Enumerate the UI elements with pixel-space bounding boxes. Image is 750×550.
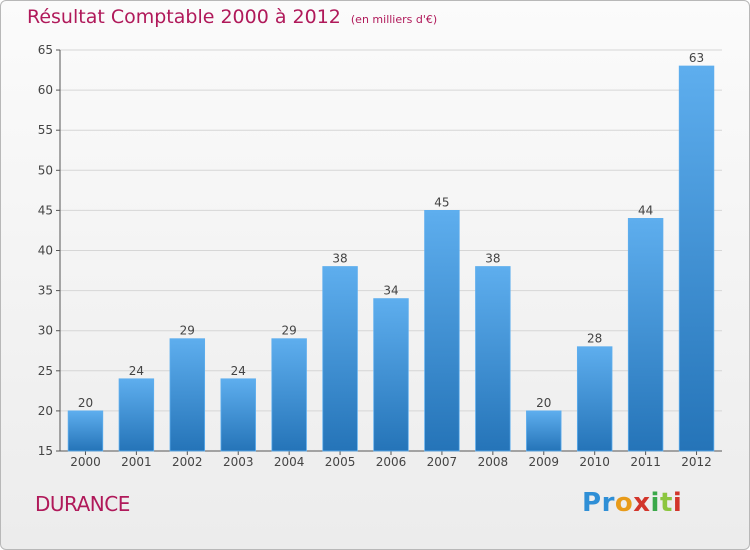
y-tick-label: 20 — [38, 404, 53, 418]
chart-unit-text: (en milliers d'€) — [350, 13, 438, 26]
axes: 15 20 25 30 35 40 45 50 55 60 65 2000 2001 2002 2003 20… — [38, 43, 722, 469]
x-tick-label: 2012 — [681, 455, 712, 469]
y-tick-label: 50 — [38, 163, 53, 177]
bar-2009 — [526, 410, 562, 452]
x-tick-label: 2008 — [478, 455, 509, 469]
data-label-2002: 29 — [180, 324, 195, 338]
y-tick-label: 15 — [38, 444, 53, 458]
logo-letter: i — [650, 488, 660, 518]
data-label-2009: 20 — [536, 396, 551, 410]
x-tick-label: 2009 — [528, 455, 559, 469]
logo-letter: t — [659, 488, 673, 518]
y-tick-label: 30 — [38, 324, 53, 338]
bar-2001 — [118, 378, 155, 452]
bar-2003 — [220, 378, 256, 452]
bar-2008 — [475, 266, 511, 452]
x-tick-label: 2006 — [376, 455, 407, 469]
y-tick-label: 60 — [38, 83, 53, 97]
bar-2011 — [627, 218, 664, 452]
data-label-2000: 20 — [78, 396, 93, 410]
logo-letter: x — [633, 488, 651, 518]
bar-2007 — [424, 209, 460, 452]
x-tick-label: 2002 — [172, 455, 203, 469]
logo-letter: i — [672, 488, 683, 518]
x-tick-label: 2004 — [274, 455, 305, 469]
bar-2005 — [322, 266, 358, 452]
y-tick-label: 40 — [38, 244, 53, 258]
y-tick-label: 65 — [38, 43, 53, 57]
x-tick-label: 2011 — [630, 455, 661, 469]
bar-2010 — [576, 346, 613, 452]
x-tick-label: 2005 — [325, 455, 356, 469]
bar-2000 — [67, 410, 104, 452]
y-tick-label: 25 — [38, 364, 53, 378]
data-label-2011: 44 — [638, 203, 653, 217]
y-tick-label: 35 — [38, 284, 53, 298]
x-tick-label: 2001 — [121, 455, 152, 469]
y-tick-label: 45 — [38, 203, 53, 217]
commune-name: DURANCE — [35, 492, 130, 516]
data-label-2003: 24 — [231, 364, 246, 378]
bar-2006 — [373, 298, 409, 452]
logo-letter: r — [601, 488, 615, 518]
data-label-2012: 63 — [689, 51, 704, 65]
y-tick-label: 55 — [38, 123, 53, 137]
data-label-2005: 38 — [332, 252, 347, 266]
bars — [67, 65, 715, 452]
bar-2004 — [271, 338, 307, 452]
data-label-2004: 29 — [282, 324, 297, 338]
data-labels: 20 24 29 24 29 38 34 45 38 20 28 44 63 — [78, 51, 704, 410]
data-label-2007: 45 — [434, 195, 449, 209]
x-tick-label: 2010 — [579, 455, 610, 469]
x-tick-label: 2000 — [70, 455, 101, 469]
x-tick-label: 2003 — [223, 455, 254, 469]
x-tick-label: 2007 — [427, 455, 458, 469]
chart-title: Résultat Comptable 2000 à 2012 (en millie… — [27, 6, 437, 28]
data-label-2008: 38 — [485, 252, 500, 266]
proxiti-logo: Proxiti — [582, 488, 682, 518]
data-label-2010: 28 — [587, 332, 602, 346]
logo-letter: o — [614, 488, 634, 518]
chart-title-text: Résultat Comptable 2000 à 2012 — [27, 6, 341, 28]
logo-letter: P — [582, 488, 602, 518]
data-label-2006: 34 — [383, 284, 398, 298]
bar-2002 — [169, 338, 206, 452]
bar-2012 — [678, 65, 715, 452]
data-label-2001: 24 — [129, 364, 144, 378]
